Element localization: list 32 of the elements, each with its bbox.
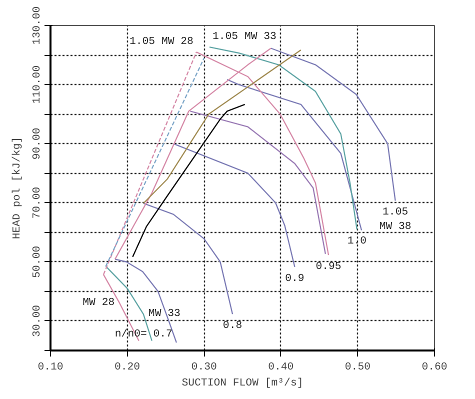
x-tick-label: 0.50 [344, 362, 371, 374]
annotation: 1.0 [347, 235, 367, 248]
annotation: 1.05 MW 28 [129, 36, 194, 48]
line-series [172, 143, 296, 268]
line-series [190, 110, 326, 254]
annotation: 0.95 [316, 261, 342, 274]
annotation: 1.05 MW 33 [212, 31, 276, 44]
line-series [270, 48, 396, 202]
line-series [132, 104, 246, 258]
y-tick-label: 70.00 [32, 186, 44, 219]
y-tick-label: 130.00 [32, 6, 44, 45]
annotation: 0.9 [285, 272, 304, 285]
annotation: n/n0= 0.7 [114, 328, 172, 341]
y-tick-label: 110.00 [32, 65, 44, 104]
y-axis-title: HEAD pol [kJ/kg] [12, 136, 24, 240]
annotation: 0.8 [222, 320, 242, 332]
y-tick-label: 90.00 [32, 128, 44, 160]
line-series [208, 46, 358, 230]
line-series [142, 202, 234, 315]
x-tick-label: 0.30 [191, 362, 217, 374]
x-tick-label: 0.10 [38, 362, 64, 374]
x-tick-label: 0.60 [422, 362, 448, 374]
x-axis-title: SUCTION FLOW [m³/s] [182, 378, 304, 390]
y-tick-label: 50.00 [32, 246, 44, 278]
y-tick-label: 30.00 [32, 304, 44, 337]
annotation: MW 33 [148, 308, 180, 320]
annotation: 1.05 MW 38 [379, 206, 412, 234]
line-series [226, 78, 362, 231]
annotation: MW 28 [82, 297, 115, 310]
x-tick-label: 0.40 [268, 362, 294, 374]
x-tick-label: 0.20 [114, 362, 140, 374]
line-series [142, 49, 302, 204]
